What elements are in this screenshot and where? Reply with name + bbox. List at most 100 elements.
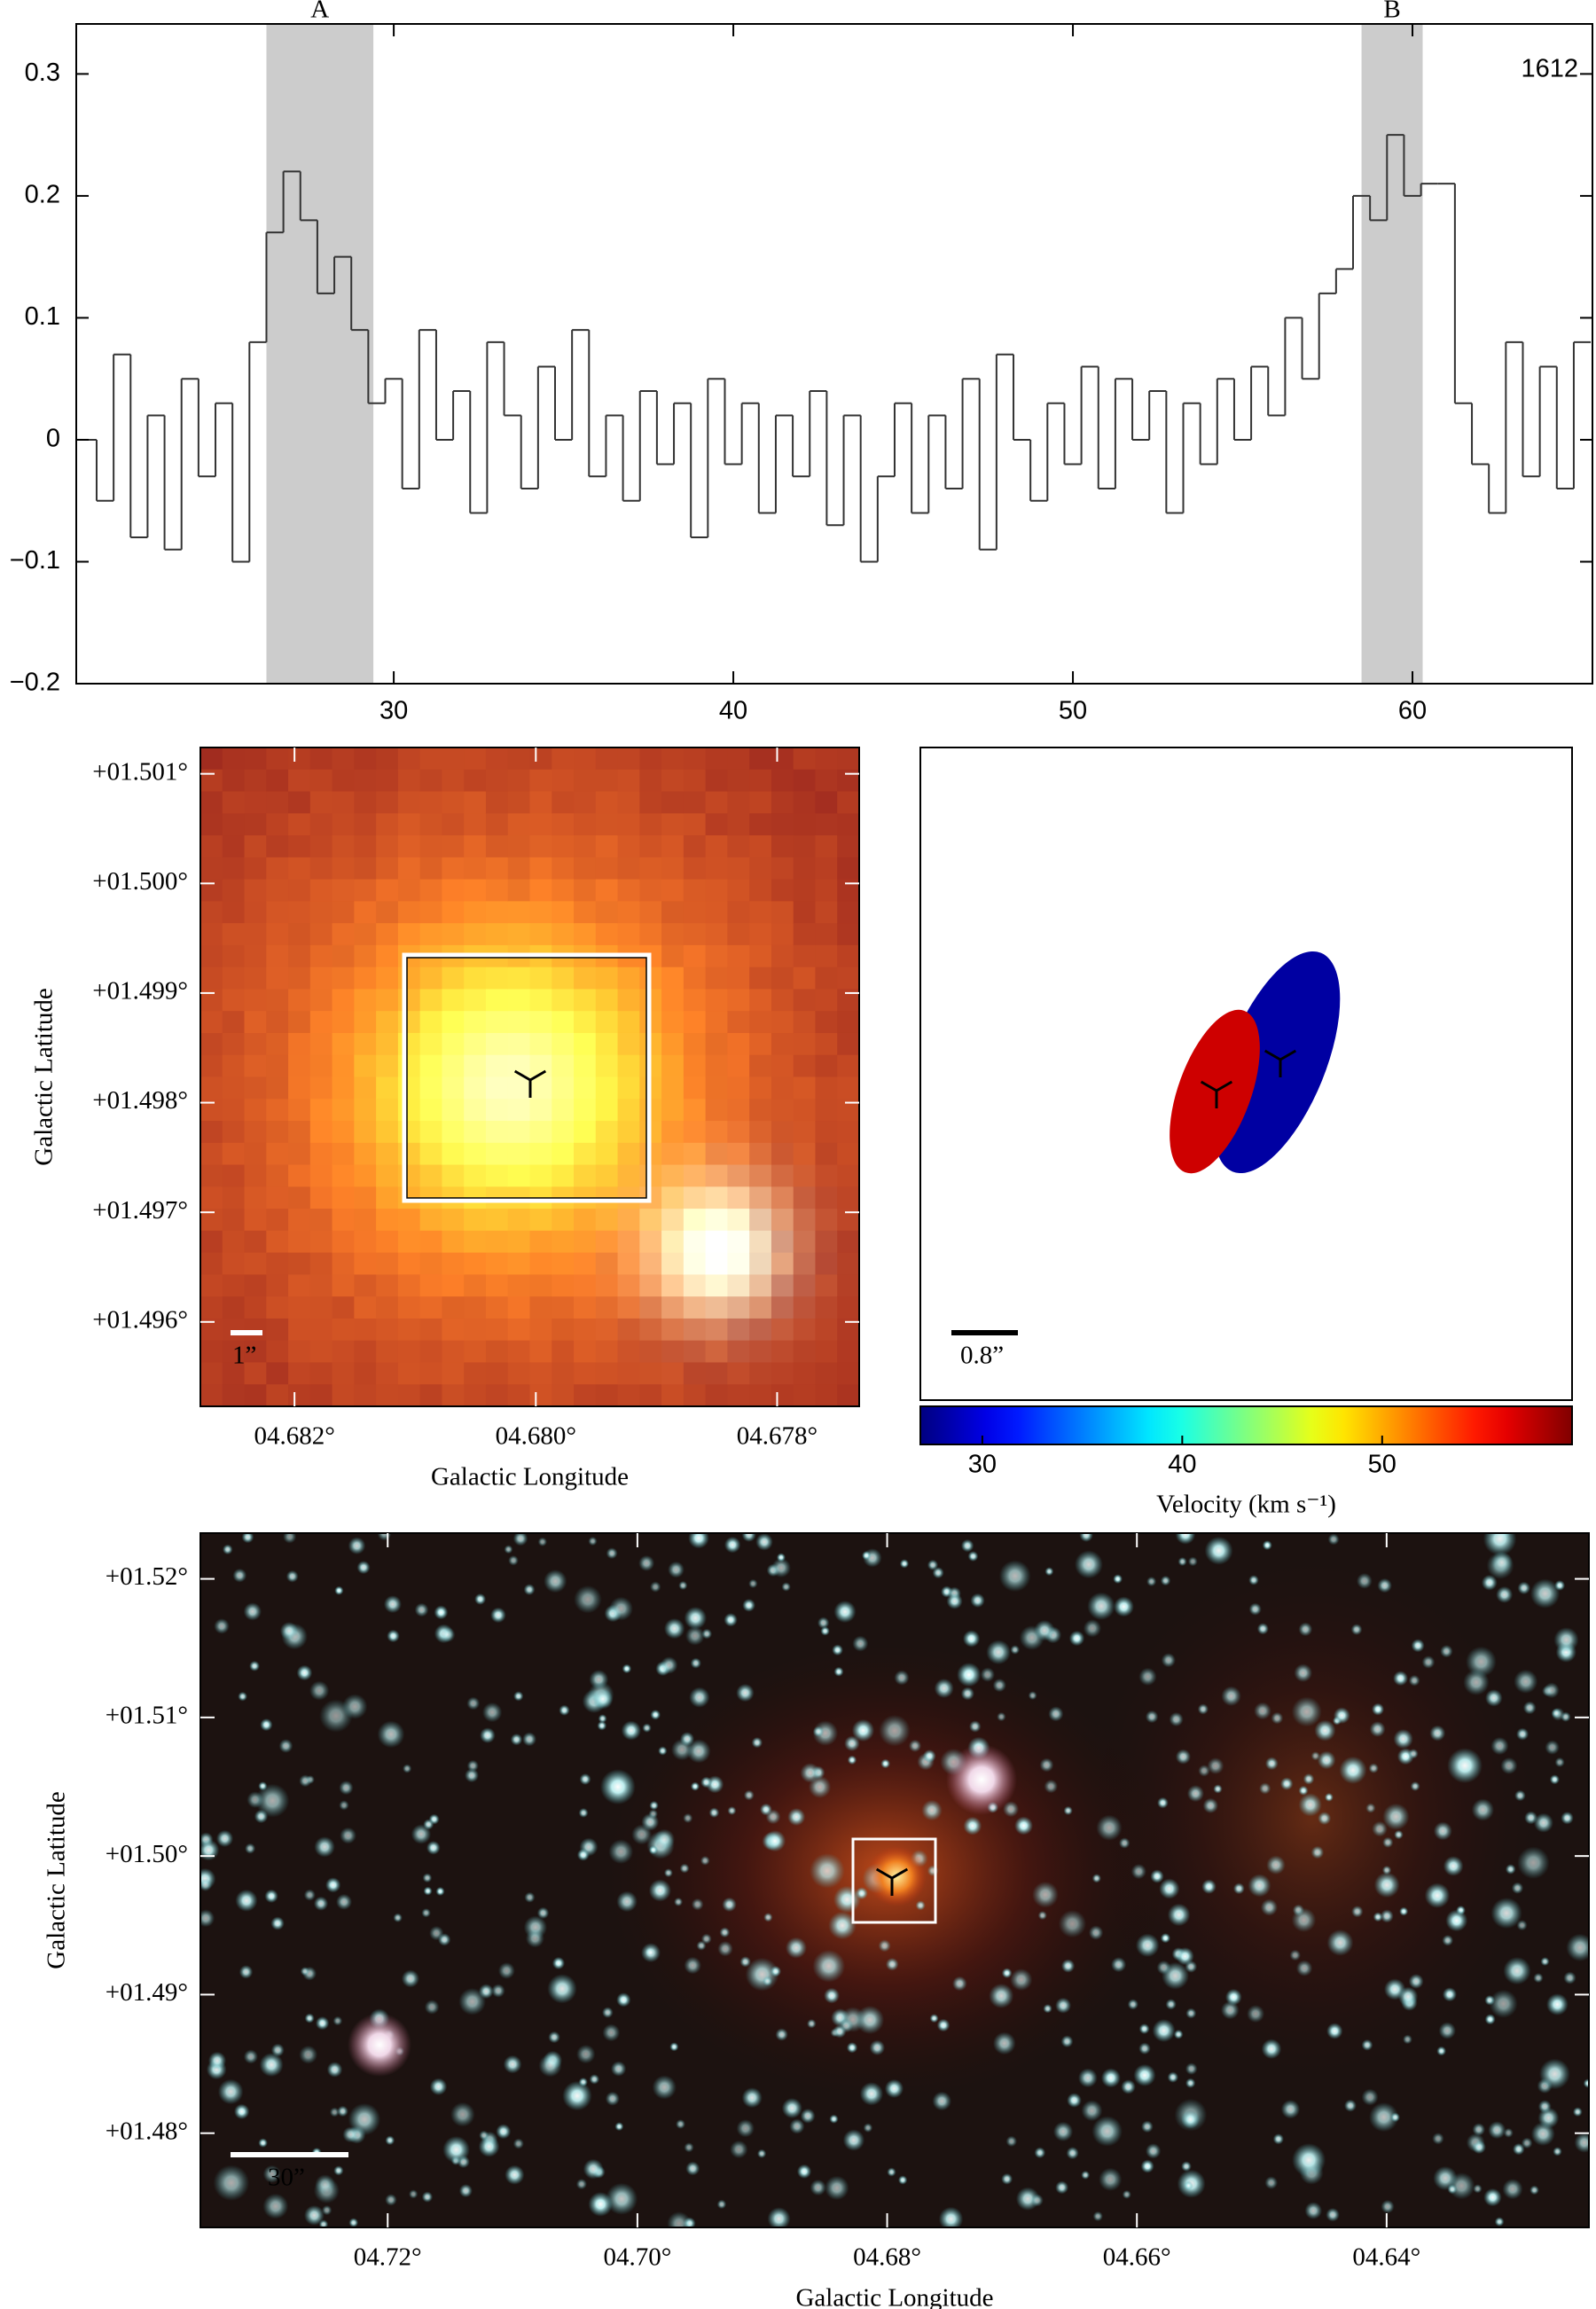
image-pixel bbox=[485, 1296, 509, 1319]
star bbox=[658, 1746, 668, 1756]
image-pixel bbox=[683, 923, 707, 946]
image-pixel bbox=[507, 1032, 531, 1056]
image-pixel bbox=[397, 1164, 421, 1187]
star bbox=[536, 1906, 550, 1920]
star bbox=[785, 1937, 807, 1959]
star bbox=[303, 1889, 316, 1901]
star bbox=[1060, 2035, 1074, 2048]
star bbox=[812, 1726, 825, 1737]
star bbox=[1207, 1757, 1224, 1775]
image-pixel bbox=[771, 1209, 794, 1232]
image-pixel bbox=[793, 1076, 817, 1100]
star bbox=[1393, 1728, 1413, 1749]
star bbox=[756, 2149, 767, 2158]
image-pixel bbox=[793, 1274, 817, 1297]
star bbox=[1010, 1968, 1033, 1992]
image-pixel bbox=[683, 747, 707, 771]
star bbox=[932, 1567, 944, 1579]
image-pixel bbox=[376, 769, 399, 793]
star bbox=[1445, 1909, 1468, 1932]
star bbox=[700, 1776, 713, 1788]
image-pixel bbox=[464, 1209, 487, 1232]
image-pixel bbox=[507, 923, 531, 946]
star bbox=[616, 1890, 638, 1913]
image-pixel bbox=[683, 944, 707, 968]
image-pixel bbox=[552, 1011, 575, 1034]
star bbox=[466, 1759, 479, 1773]
image-pixel bbox=[288, 1054, 311, 1078]
image-pixel bbox=[464, 835, 487, 858]
star bbox=[673, 1897, 684, 1906]
star bbox=[1433, 1821, 1452, 1841]
image-pixel bbox=[617, 989, 640, 1012]
image-pixel bbox=[661, 1384, 685, 1406]
star bbox=[309, 1680, 330, 1701]
image-pixel bbox=[244, 1340, 267, 1364]
star bbox=[325, 1877, 341, 1893]
image-pixel bbox=[288, 1209, 311, 1232]
star bbox=[1160, 1933, 1171, 1944]
image-pixel bbox=[354, 769, 377, 793]
image-pixel bbox=[793, 1054, 817, 1078]
image-pixel bbox=[222, 1318, 246, 1342]
y-tick-label: +01.497° bbox=[92, 1196, 188, 1225]
y-axis-label: Galactic Latitude bbox=[30, 988, 59, 1165]
image-pixel bbox=[266, 1384, 289, 1406]
star bbox=[1463, 1669, 1490, 1695]
star bbox=[1554, 1579, 1566, 1592]
image-pixel bbox=[354, 1032, 377, 1056]
image-pixel bbox=[529, 1121, 552, 1144]
image-pixel bbox=[705, 879, 728, 902]
annotation: 1612 bbox=[1521, 55, 1578, 83]
image-pixel bbox=[397, 1362, 421, 1385]
star bbox=[1533, 1812, 1553, 1833]
y-tick-label: 0.2 bbox=[25, 181, 60, 209]
image-pixel bbox=[749, 879, 772, 902]
star bbox=[686, 1739, 711, 1764]
image-pixel bbox=[354, 944, 377, 968]
star bbox=[1512, 2142, 1525, 2156]
image-pixel bbox=[595, 967, 619, 990]
star bbox=[828, 1911, 857, 1940]
star bbox=[1043, 2004, 1052, 2014]
image-pixel bbox=[552, 923, 575, 946]
star bbox=[1303, 1773, 1315, 1785]
image-pixel bbox=[705, 1054, 728, 1078]
star bbox=[1044, 1779, 1059, 1794]
image-pixel bbox=[617, 1274, 640, 1297]
image-pixel bbox=[749, 1209, 772, 1232]
image-pixel bbox=[552, 835, 575, 858]
star bbox=[1001, 2172, 1013, 2185]
image-pixel bbox=[617, 1164, 640, 1187]
image-pixel bbox=[552, 1252, 575, 1275]
star bbox=[832, 1644, 843, 1656]
image-pixel bbox=[376, 923, 399, 946]
image-pixel bbox=[837, 901, 859, 924]
star bbox=[339, 1781, 354, 1796]
star bbox=[1262, 1540, 1272, 1551]
image-pixel bbox=[837, 835, 859, 858]
star bbox=[421, 1908, 431, 1918]
star bbox=[755, 1533, 773, 1551]
image-pixel bbox=[200, 813, 223, 836]
image-pixel bbox=[332, 1186, 355, 1209]
star bbox=[1077, 2068, 1098, 2088]
image-pixel bbox=[507, 1164, 531, 1187]
x-tick-label: 04.66° bbox=[1103, 2243, 1171, 2272]
image-pixel bbox=[705, 944, 728, 968]
inset-box bbox=[402, 952, 652, 1203]
image-pixel bbox=[288, 1296, 311, 1319]
image-pixel bbox=[376, 1121, 399, 1144]
image-pixel bbox=[397, 1209, 421, 1232]
star bbox=[863, 2123, 873, 2133]
star bbox=[934, 1678, 954, 1699]
image-pixel bbox=[705, 1099, 728, 1122]
image-pixel bbox=[639, 1362, 662, 1385]
image-pixel bbox=[793, 813, 817, 836]
image-pixel bbox=[749, 747, 772, 771]
star bbox=[1264, 1757, 1279, 1771]
star bbox=[927, 1865, 939, 1877]
image-pixel bbox=[771, 923, 794, 946]
image-pixel bbox=[200, 747, 223, 771]
image-pixel bbox=[771, 1252, 794, 1275]
